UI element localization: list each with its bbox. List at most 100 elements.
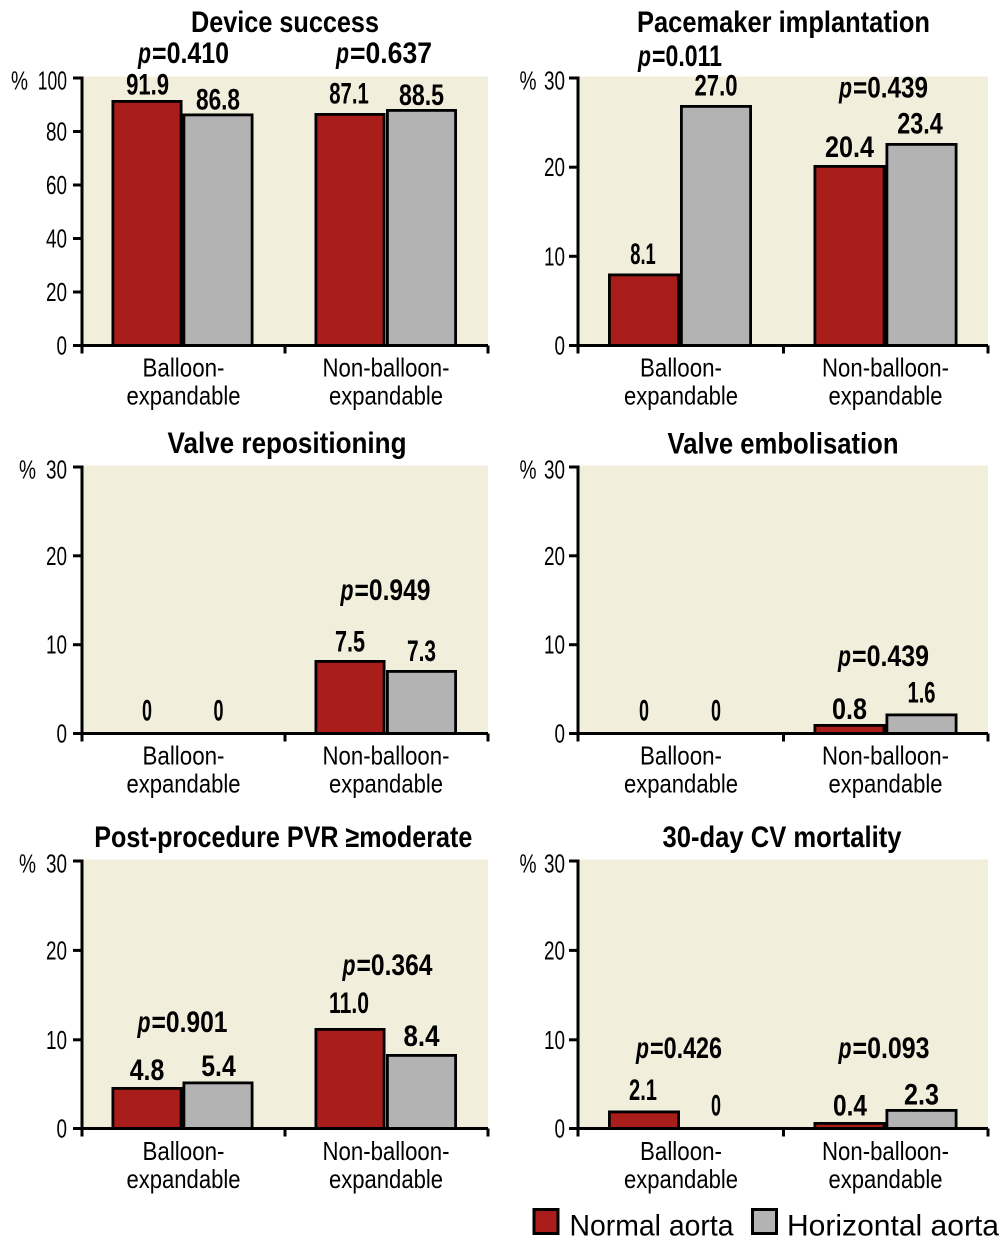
svg-text:30: 30 (544, 849, 565, 879)
svg-text:p: p (635, 1032, 649, 1065)
svg-text:expandable: expandable (127, 1164, 241, 1194)
svg-text:=0.949: =0.949 (355, 574, 431, 607)
svg-text:%: % (520, 66, 537, 96)
svg-text:0: 0 (711, 695, 721, 728)
svg-text:p: p (838, 72, 852, 105)
svg-text:%: % (520, 455, 537, 485)
svg-text:Non-balloon-: Non-balloon- (323, 741, 450, 771)
svg-text:=0.410: =0.410 (152, 37, 229, 70)
svg-text:Balloon-: Balloon- (640, 741, 722, 771)
svg-text:0: 0 (711, 1090, 721, 1123)
svg-text:=0.364: =0.364 (357, 949, 433, 982)
svg-text:0: 0 (214, 695, 224, 728)
svg-text:Balloon-: Balloon- (143, 353, 225, 383)
svg-text:=0.901: =0.901 (152, 1006, 228, 1039)
svg-text:20: 20 (46, 935, 67, 965)
svg-text:p: p (335, 37, 349, 70)
svg-text:2.1: 2.1 (629, 1074, 657, 1107)
svg-text:p: p (137, 37, 151, 70)
svg-text:Non-balloon-: Non-balloon- (323, 1136, 450, 1166)
svg-text:=0.011: =0.011 (652, 40, 722, 73)
svg-text:=0.439: =0.439 (852, 640, 929, 673)
svg-text:0.8: 0.8 (832, 693, 867, 726)
svg-text:expandable: expandable (329, 381, 443, 411)
svg-text:91.9: 91.9 (126, 69, 169, 102)
svg-text:20: 20 (46, 541, 67, 571)
svg-text:Non-balloon-: Non-balloon- (822, 1136, 949, 1166)
svg-text:4.8: 4.8 (130, 1054, 165, 1087)
svg-text:expandable: expandable (329, 1164, 443, 1194)
svg-text:=0.439: =0.439 (853, 72, 928, 105)
svg-text:86.8: 86.8 (196, 84, 240, 117)
svg-text:%: % (19, 455, 36, 485)
svg-text:=0.426: =0.426 (650, 1032, 722, 1065)
svg-text:11.0: 11.0 (329, 987, 369, 1020)
svg-text:expandable: expandable (829, 1164, 943, 1194)
svg-text:0: 0 (142, 695, 152, 728)
svg-text:20: 20 (46, 277, 67, 307)
svg-text:20: 20 (544, 152, 565, 182)
svg-text:=0.637: =0.637 (350, 37, 432, 70)
svg-text:10: 10 (544, 1025, 565, 1055)
svg-text:27.0: 27.0 (695, 70, 738, 103)
svg-text:20: 20 (544, 935, 565, 965)
svg-text:1.6: 1.6 (908, 677, 936, 710)
svg-text:30: 30 (544, 66, 565, 96)
svg-text:Device success: Device success (191, 6, 379, 39)
svg-text:Balloon-: Balloon- (143, 1136, 225, 1166)
svg-text:7.3: 7.3 (407, 635, 436, 668)
svg-text:%: % (19, 849, 36, 879)
svg-text:10: 10 (46, 630, 67, 660)
svg-text:Balloon-: Balloon- (640, 353, 722, 383)
svg-text:Non-balloon-: Non-balloon- (822, 741, 949, 771)
svg-text:0: 0 (555, 719, 566, 749)
svg-text:0.4: 0.4 (833, 1090, 867, 1123)
svg-text:10: 10 (544, 630, 565, 660)
svg-text:expandable: expandable (829, 769, 943, 799)
svg-text:8.4: 8.4 (404, 1020, 440, 1053)
svg-text:p: p (838, 1032, 852, 1065)
svg-text:Valve repositioning: Valve repositioning (168, 427, 407, 460)
svg-text:10: 10 (544, 241, 565, 271)
svg-text:expandable: expandable (829, 381, 943, 411)
svg-text:0: 0 (57, 719, 68, 749)
svg-text:Pacemaker implantation: Pacemaker implantation (637, 6, 930, 39)
svg-text:p: p (837, 640, 851, 673)
svg-text:Horizontal aorta: Horizontal aorta (787, 1210, 999, 1243)
svg-text:0: 0 (555, 331, 566, 361)
svg-text:20.4: 20.4 (825, 131, 874, 164)
svg-text:40: 40 (46, 224, 67, 254)
svg-text:23.4: 23.4 (897, 108, 943, 141)
svg-text:10: 10 (46, 1025, 67, 1055)
svg-text:30-day CV mortality: 30-day CV mortality (663, 821, 902, 854)
svg-text:p: p (137, 1006, 151, 1039)
svg-text:Non-balloon-: Non-balloon- (323, 353, 450, 383)
svg-text:expandable: expandable (624, 1164, 738, 1194)
svg-text:Post-procedure PVR ≥moderate: Post-procedure PVR ≥moderate (94, 821, 472, 854)
svg-text:0: 0 (639, 695, 649, 728)
svg-text:%: % (11, 66, 28, 96)
svg-text:80: 80 (46, 117, 67, 147)
svg-text:Balloon-: Balloon- (640, 1136, 722, 1166)
svg-text:87.1: 87.1 (329, 78, 369, 111)
svg-text:20: 20 (544, 541, 565, 571)
svg-text:p: p (342, 949, 356, 982)
svg-text:p: p (340, 574, 354, 607)
svg-text:expandable: expandable (127, 769, 241, 799)
svg-text:60: 60 (46, 170, 67, 200)
svg-text:30: 30 (544, 455, 565, 485)
svg-text:30: 30 (46, 455, 67, 485)
svg-text:Valve embolisation: Valve embolisation (668, 428, 899, 461)
svg-text:=0.093: =0.093 (853, 1032, 930, 1065)
svg-text:7.5: 7.5 (335, 626, 365, 659)
svg-text:Balloon-: Balloon- (143, 741, 225, 771)
svg-text:expandable: expandable (624, 381, 738, 411)
svg-text:%: % (520, 849, 537, 879)
svg-text:30: 30 (46, 849, 67, 879)
svg-text:8.1: 8.1 (630, 238, 656, 271)
svg-text:0: 0 (555, 1114, 566, 1144)
svg-text:Normal aorta: Normal aorta (570, 1210, 734, 1243)
svg-text:2.3: 2.3 (904, 1079, 939, 1112)
svg-text:Non-balloon-: Non-balloon- (822, 353, 949, 383)
svg-text:0: 0 (57, 1114, 68, 1144)
